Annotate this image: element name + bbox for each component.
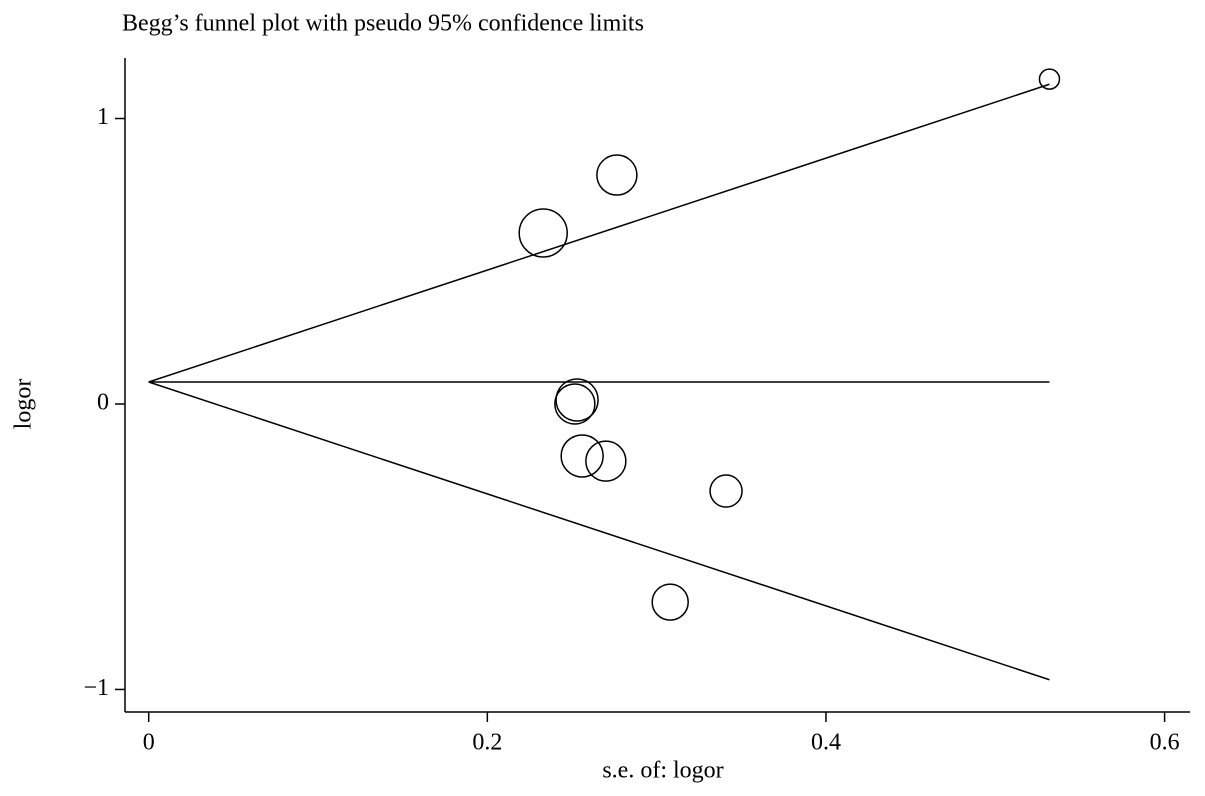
study-point	[651, 583, 689, 621]
study-point	[555, 378, 599, 422]
study-point	[596, 154, 638, 196]
chart-title: Begg’s funnel plot with pseudo 95% confi…	[122, 11, 644, 37]
funnel-line	[148, 83, 1050, 383]
funnel-line	[148, 381, 1050, 681]
y-tick-label: 1	[97, 104, 109, 130]
study-point	[709, 474, 743, 508]
study-point	[560, 434, 604, 478]
study-point	[585, 440, 627, 482]
y-axis-label: logor	[11, 379, 37, 430]
x-tick-label: 0.4	[811, 730, 841, 756]
x-tick-label: 0	[143, 730, 155, 756]
study-point	[1038, 68, 1061, 90]
y-tick-label: −1	[83, 675, 109, 701]
x-tick-label: 0.2	[472, 730, 502, 756]
x-axis-label: s.e. of: logor	[602, 758, 723, 784]
study-point	[518, 208, 568, 258]
y-tick-label: 0	[97, 389, 109, 415]
study-point	[554, 383, 596, 425]
x-tick-label: 0.6	[1150, 730, 1180, 756]
